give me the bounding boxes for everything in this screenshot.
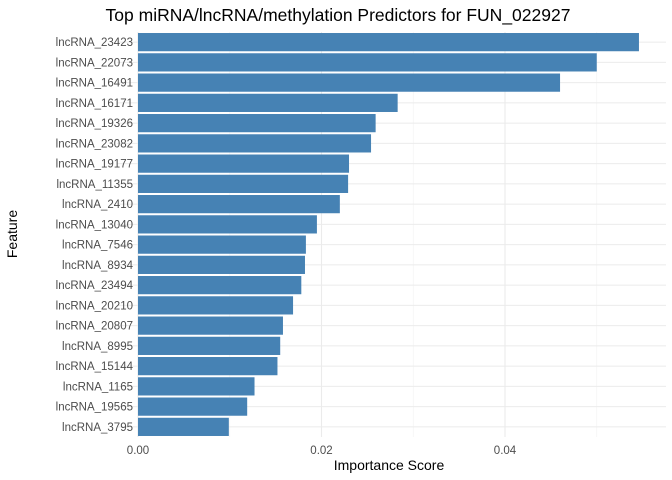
y-tick-label: lncRNA_20210 — [56, 300, 133, 312]
bar — [138, 134, 372, 153]
bar — [138, 215, 317, 234]
bar — [138, 33, 639, 52]
y-tick-label: lncRNA_3795 — [62, 422, 133, 434]
bar — [138, 336, 281, 355]
y-tick-label: lncRNA_22073 — [56, 57, 133, 69]
y-tick-label: lncRNA_16491 — [56, 78, 133, 90]
chart-title: Top miRNA/lncRNA/methylation Predictors … — [106, 5, 571, 26]
y-tick-label: lncRNA_1165 — [63, 381, 133, 393]
bar — [138, 195, 340, 214]
bar — [138, 377, 255, 396]
y-tick-label: lncRNA_23423 — [56, 37, 133, 49]
grid — [117, 32, 666, 437]
bar — [138, 93, 398, 112]
y-axis-title: Feature — [4, 210, 20, 258]
x-tick-label: 0.02 — [310, 445, 332, 457]
x-tick-labels: 0.00 0.02 0.04 — [127, 445, 517, 457]
bar — [138, 154, 350, 173]
x-tick-label: 0.00 — [127, 445, 149, 457]
y-tick-label: lncRNA_19177 — [56, 159, 133, 171]
bar — [138, 296, 294, 315]
bars — [138, 33, 639, 436]
y-tick-label: lncRNA_8995 — [62, 341, 133, 353]
bar — [138, 357, 278, 376]
y-tick-label: lncRNA_2410 — [62, 199, 133, 211]
bar — [138, 316, 283, 335]
y-tick-label: lncRNA_19565 — [56, 402, 133, 414]
y-tick-labels: lncRNA_23423 lncRNA_22073 lncRNA_16491 lncR… — [56, 37, 134, 434]
y-tick-label: lncRNA_23494 — [56, 280, 134, 292]
bar — [138, 417, 229, 436]
y-tick-label: lncRNA_16171 — [56, 98, 133, 110]
x-axis-title: Importance Score — [334, 457, 445, 473]
bar — [138, 255, 305, 274]
bar — [138, 235, 306, 254]
bar — [138, 114, 376, 133]
bar — [138, 174, 349, 193]
x-tick-label: 0.04 — [494, 445, 517, 457]
y-tick-label: lncRNA_20807 — [56, 321, 133, 333]
y-tick-label: lncRNA_8934 — [62, 260, 134, 272]
y-tick-label: lncRNA_19326 — [56, 118, 133, 130]
y-tick-label: lncRNA_15144 — [56, 361, 134, 373]
y-tick-label: lncRNA_13040 — [56, 219, 133, 231]
bar — [138, 53, 597, 72]
bar — [138, 397, 248, 416]
y-tick-label: lncRNA_7546 — [62, 240, 133, 252]
bar — [138, 276, 302, 295]
bar — [138, 73, 561, 92]
y-tick-label: lncRNA_11355 — [56, 179, 133, 191]
y-tick-label: lncRNA_23082 — [56, 138, 133, 150]
